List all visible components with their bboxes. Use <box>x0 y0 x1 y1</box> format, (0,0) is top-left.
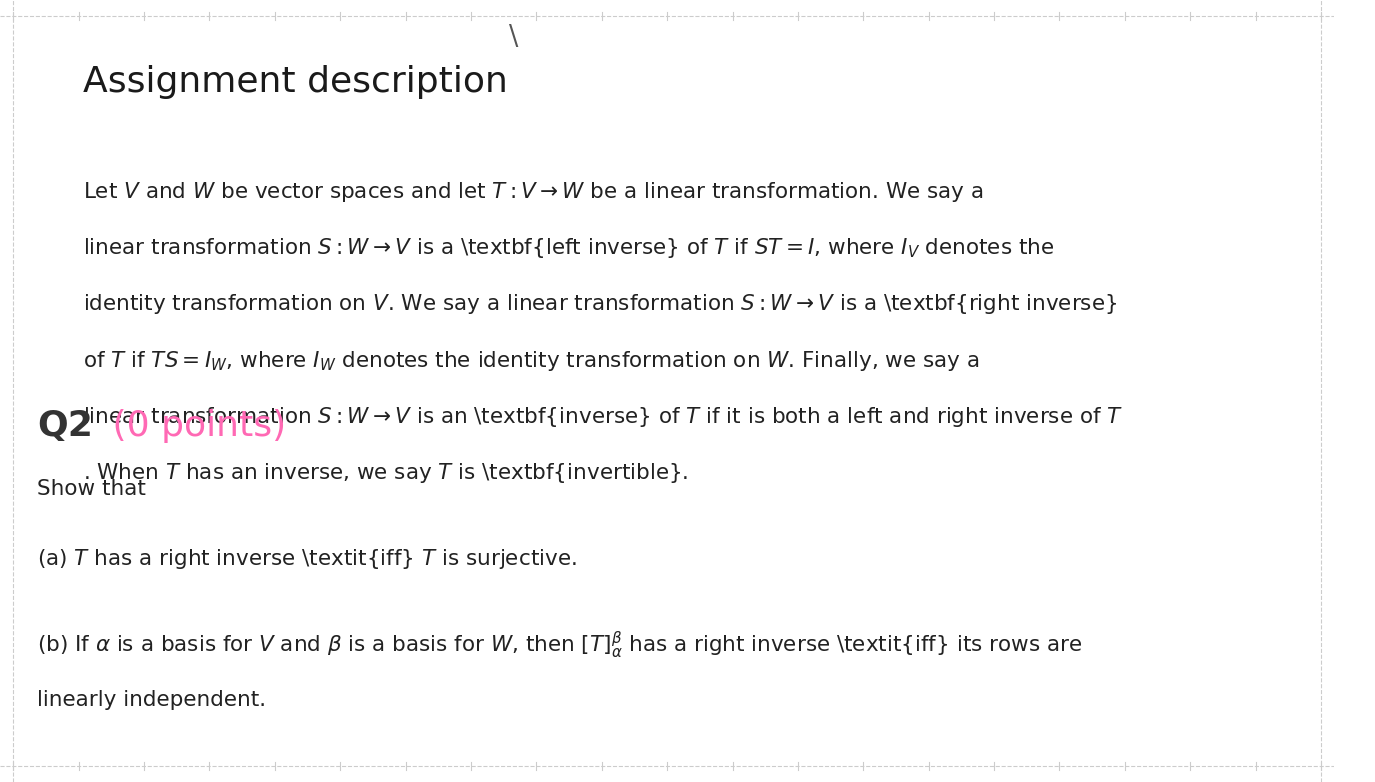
Text: linear transformation $S : W \rightarrow V$ is an \textbf{inverse} of $T$ if it : linear transformation $S : W \rightarrow… <box>82 405 1123 429</box>
Text: of $T$ if $TS = I_W$, where $I_W$ denotes the identity transformation on $W$. Fi: of $T$ if $TS = I_W$, where $I_W$ denote… <box>82 349 979 372</box>
Text: . When $T$ has an inverse, we say $T$ is \textbf{invertible}.: . When $T$ has an inverse, we say $T$ is… <box>82 461 689 485</box>
Text: (0 points): (0 points) <box>102 409 286 443</box>
Text: Show that: Show that <box>37 479 146 499</box>
Text: (b) If $\alpha$ is a basis for $V$ and $\beta$ is a basis for $W$, then $[T]^{\b: (b) If $\alpha$ is a basis for $V$ and $… <box>37 630 1082 661</box>
Text: identity transformation on $V$. We say a linear transformation $S : W \rightarro: identity transformation on $V$. We say a… <box>82 292 1116 316</box>
Text: linear transformation $S : W \rightarrow V$ is a \textbf{left inverse} of $T$ if: linear transformation $S : W \rightarrow… <box>82 236 1055 260</box>
Text: Q2: Q2 <box>37 409 94 443</box>
Text: (a) $T$ has a right inverse \textit{iff} $T$ is surjective.: (a) $T$ has a right inverse \textit{iff}… <box>37 547 578 571</box>
Text: linearly independent.: linearly independent. <box>37 690 267 710</box>
Text: Assignment description: Assignment description <box>82 65 507 99</box>
Text: \: \ <box>509 24 518 51</box>
Text: Let $V$ and $W$ be vector spaces and let $T : V \rightarrow W$ be a linear trans: Let $V$ and $W$ be vector spaces and let… <box>82 180 983 203</box>
